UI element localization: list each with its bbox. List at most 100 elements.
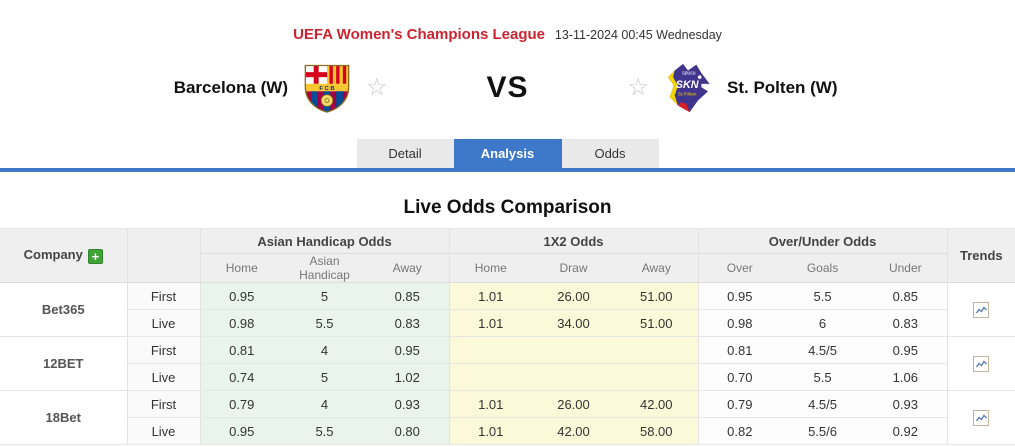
odds-cell: 0.98 (199, 309, 283, 337)
add-company-button[interactable]: + (87, 249, 103, 264)
ah-away-header: Away (366, 253, 449, 283)
odds-cell: 1.01 (448, 309, 532, 337)
table-header-group-row: Company + Asian Handicap Odds 1X2 Odds Ov… (0, 228, 1015, 283)
odds-cell: 4.5/5 (781, 336, 865, 364)
tab-analysis[interactable]: Analysis (453, 139, 562, 168)
line-chart-icon[interactable] (973, 301, 990, 318)
odds-cell: 0.83 (864, 309, 948, 337)
table-row: Bet365 First 0.95 5 0.85 1.01 26.00 51.0… (0, 282, 1015, 337)
odds-cell (532, 336, 615, 364)
odds-cell: 0.80 (366, 417, 449, 445)
odds-cell: 4 (283, 390, 366, 418)
table-row: Live 0.98 5.5 0.83 1.01 34.00 51.00 0.98… (0, 309, 1015, 337)
company-name-12bet: 12BET (0, 336, 127, 391)
over-under-group-header: Over/Under Odds (697, 228, 948, 254)
company-name-18bet: 18Bet (0, 390, 127, 445)
x12-draw-header: Draw (532, 253, 615, 283)
odds-cell: 0.95 (864, 336, 948, 364)
trends-cell (946, 336, 1015, 391)
match-teams-row: Barcelona (W) F C B (0, 59, 1015, 117)
trends-column-header: Trends (946, 228, 1015, 283)
tab-odds[interactable]: Odds (561, 139, 659, 168)
x12-home-header: Home (448, 253, 532, 283)
home-team: Barcelona (W) F C B (58, 62, 388, 114)
odds-cell: 0.81 (199, 336, 283, 364)
ou-goals-header: Goals (781, 253, 865, 283)
odds-cell: 51.00 (615, 309, 699, 337)
ou-under-header: Under (864, 253, 948, 283)
away-team-logo: spusu SKN St.Pölten (663, 62, 713, 114)
row-label-first: First (126, 336, 200, 364)
vs-label: VS (486, 71, 529, 104)
table-row: 12BET First 0.81 4 0.95 0.81 4.5/5 0.95 (0, 336, 1015, 391)
odds-cell: 0.79 (199, 390, 283, 418)
odds-cell: 0.93 (366, 390, 449, 418)
line-chart-icon[interactable] (973, 355, 990, 372)
away-favorite-star-icon[interactable]: ☆ (627, 74, 650, 101)
odds-cell: 0.85 (864, 282, 948, 310)
odds-cell: 1.06 (864, 363, 948, 391)
odds-cell: 5.5 (283, 309, 366, 337)
table-row: 18Bet First 0.79 4 0.93 1.01 26.00 42.00… (0, 390, 1015, 445)
company-header-label: Company (23, 247, 83, 262)
odds-cell: 0.93 (864, 390, 948, 418)
table-row: Live 0.95 5.5 0.80 1.01 42.00 58.00 0.82… (0, 417, 1015, 445)
league-title: UEFA Women's Champions League (293, 26, 546, 43)
odds-cell: 0.98 (697, 309, 782, 337)
trends-cell (946, 282, 1015, 337)
asian-handicap-group-header: Asian Handicap Odds (199, 228, 449, 254)
section-title: Live Odds Comparison (403, 197, 612, 218)
ah-handicap-header: Asian Handicap (283, 253, 366, 283)
company-name-bet365: Bet365 (0, 282, 127, 337)
odds-cell: 4 (283, 336, 366, 364)
odds-cell: 0.79 (697, 390, 782, 418)
ah-home-header: Home (199, 253, 283, 283)
odds-cell (615, 363, 699, 391)
odds-cell: 26.00 (532, 282, 615, 310)
odds-cell: 4.5/5 (781, 390, 865, 418)
line-chart-icon[interactable] (973, 409, 990, 426)
odds-cell: 34.00 (532, 309, 615, 337)
1x2-group-header: 1X2 Odds (448, 228, 699, 254)
row-label-live: Live (126, 363, 200, 391)
odds-cell: 1.02 (366, 363, 449, 391)
match-datetime: 13-11-2024 00:45 Wednesday (554, 28, 722, 42)
odds-cell: 0.83 (366, 309, 449, 337)
odds-cell: 0.82 (697, 417, 782, 445)
live-odds-table: Company + Asian Handicap Odds 1X2 Odds Ov… (0, 228, 1015, 445)
row-label-live: Live (126, 309, 200, 337)
table-row: Live 0.74 5 1.02 0.70 5.5 1.06 (0, 363, 1015, 391)
odds-cell: 5.5 (781, 282, 865, 310)
odds-cell (615, 336, 699, 364)
row-label-first: First (126, 282, 200, 310)
odds-cell: 0.85 (366, 282, 449, 310)
odds-cell: 5.5 (781, 363, 865, 391)
tabs-bar: Detail Analysis Odds (0, 139, 1015, 172)
trends-cell (946, 390, 1015, 445)
odds-cell: 5 (283, 282, 366, 310)
odds-cell: 1.01 (448, 417, 532, 445)
svg-text:St.Pölten: St.Pölten (678, 92, 697, 97)
svg-text:spusu: spusu (682, 71, 696, 77)
row-label-first: First (126, 390, 200, 418)
home-team-logo: F C B (302, 62, 352, 114)
table-header-sub-row: Home Asian Handicap Away Home Draw Away … (0, 253, 1015, 283)
odds-cell: 5.5/6 (781, 417, 865, 445)
tab-detail[interactable]: Detail (356, 139, 454, 168)
away-team-name: St. Polten (W) (727, 78, 838, 97)
odds-cell: 0.70 (697, 363, 782, 391)
odds-cell (448, 336, 532, 364)
row-type-column-header (126, 228, 200, 283)
odds-cell: 0.95 (199, 417, 283, 445)
odds-cell: 26.00 (532, 390, 615, 418)
odds-cell: 0.92 (864, 417, 948, 445)
ou-over-header: Over (697, 253, 782, 283)
odds-cell: 5 (283, 363, 366, 391)
odds-cell (448, 363, 532, 391)
home-favorite-star-icon[interactable]: ☆ (365, 74, 388, 101)
odds-cell: 5.5 (283, 417, 366, 445)
home-team-name: Barcelona (W) (173, 78, 288, 97)
odds-cell: 0.95 (697, 282, 782, 310)
away-crest-text: SKN (676, 79, 699, 91)
company-column-header: Company + (0, 228, 127, 283)
